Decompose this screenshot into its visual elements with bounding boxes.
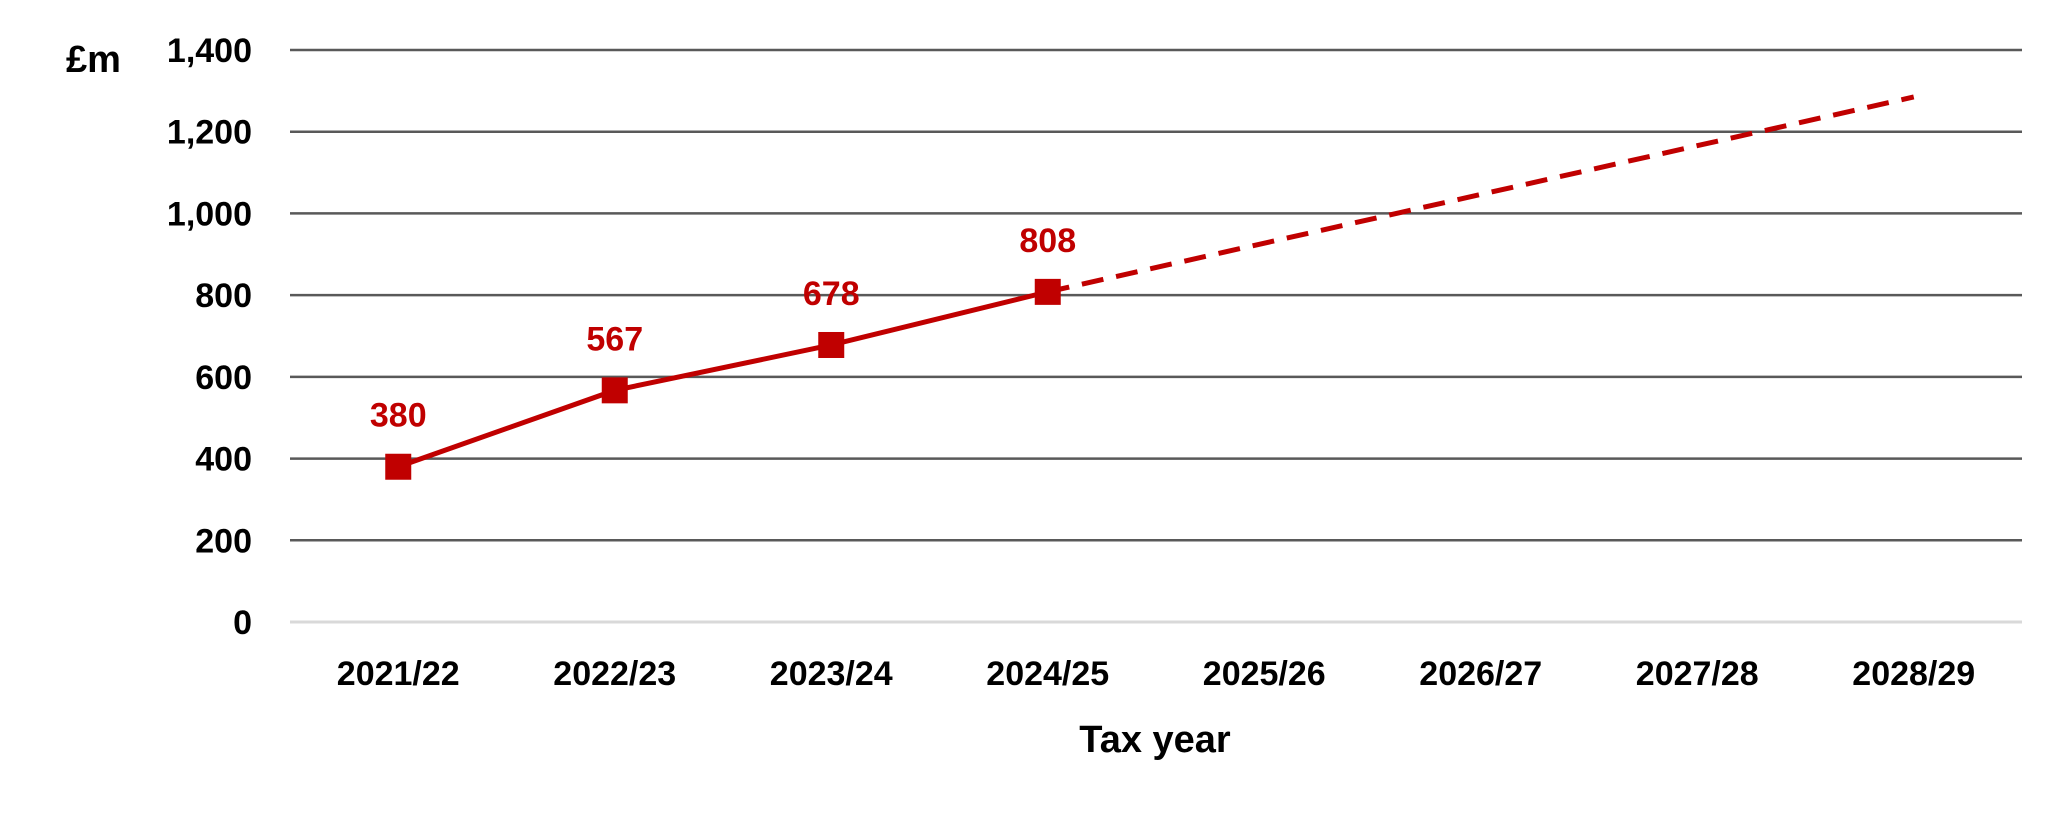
y-tick-label: 1,400 xyxy=(167,32,252,70)
x-axis-title: Tax year xyxy=(1079,719,1231,761)
x-tick-label: 2022/23 xyxy=(553,655,676,693)
actual-line xyxy=(397,289,1049,470)
projection-line xyxy=(1047,94,1915,295)
y-axis-title: £m xyxy=(66,39,121,81)
data-point-marker xyxy=(1034,278,1061,305)
y-tick-label: 0 xyxy=(233,604,252,642)
x-tick-label: 2023/24 xyxy=(770,655,893,693)
x-tick-label: 2024/25 xyxy=(986,655,1109,693)
data-labels: 380 567 678 808 xyxy=(370,222,1076,435)
data-label: 808 xyxy=(1019,222,1076,260)
x-tick-label: 2027/28 xyxy=(1636,655,1759,693)
x-tick-label: 2021/22 xyxy=(337,655,460,693)
y-tick-label: 600 xyxy=(195,359,252,397)
data-point-marker xyxy=(818,331,845,358)
data-label: 678 xyxy=(803,275,860,313)
series-lines xyxy=(397,94,1915,470)
y-tick-label: 200 xyxy=(195,522,252,560)
x-tick-label: 2025/26 xyxy=(1203,655,1326,693)
gridlines xyxy=(290,48,2022,624)
y-tick-label: 800 xyxy=(195,277,252,315)
series-markers xyxy=(385,278,1061,480)
y-tick-label: 400 xyxy=(195,441,252,479)
y-axis-ticks: 0 200 400 600 800 1,000 1,200 1,400 xyxy=(167,32,252,642)
y-tick-label: 1,200 xyxy=(167,114,252,152)
data-label: 567 xyxy=(586,320,643,358)
data-label: 380 xyxy=(370,397,427,435)
x-tick-label: 2028/29 xyxy=(1852,655,1975,693)
data-point-marker xyxy=(385,453,412,480)
y-tick-label: 1,000 xyxy=(167,195,252,233)
data-point-marker xyxy=(601,377,628,404)
x-tick-label: 2026/27 xyxy=(1419,655,1542,693)
x-axis-ticks: 2021/22 2022/23 2023/24 2024/25 2025/26 2026/… xyxy=(337,655,1975,693)
